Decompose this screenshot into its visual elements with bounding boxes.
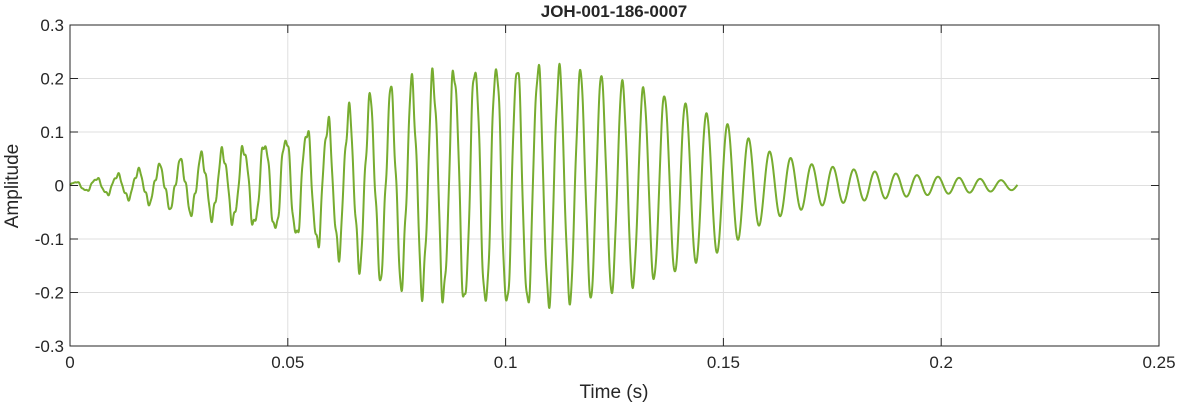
x-tick-label: 0.1 <box>494 353 518 372</box>
y-tick-label: 0.3 <box>40 16 64 35</box>
y-axis-label: Amplitude <box>2 144 23 229</box>
amplitude-series-line <box>69 62 1019 309</box>
x-tick-label: 0.15 <box>707 353 740 372</box>
y-tick-label: 0 <box>55 177 64 196</box>
x-axis-label: Time (s) <box>580 382 649 403</box>
x-tick-label: 0.25 <box>1142 353 1175 372</box>
y-tick-label: -0.3 <box>35 337 64 356</box>
chart-title: JOH-001-186-0007 <box>541 2 687 21</box>
x-tick-label: 0.05 <box>271 353 304 372</box>
y-tick-label: -0.1 <box>35 230 64 249</box>
y-tick-label: 0.1 <box>40 123 64 142</box>
y-tick-label: -0.2 <box>35 284 64 303</box>
y-tick-label: 0.2 <box>40 70 64 89</box>
y-axis-ticks: -0.3 -0.2 -0.1 0 0.1 0.2 0.3 <box>35 16 1159 356</box>
x-axis-ticks: 0 0.05 0.1 0.15 0.2 0.25 <box>65 25 1176 372</box>
x-tick-label: 0.2 <box>929 353 953 372</box>
x-tick-label: 0 <box>65 353 74 372</box>
